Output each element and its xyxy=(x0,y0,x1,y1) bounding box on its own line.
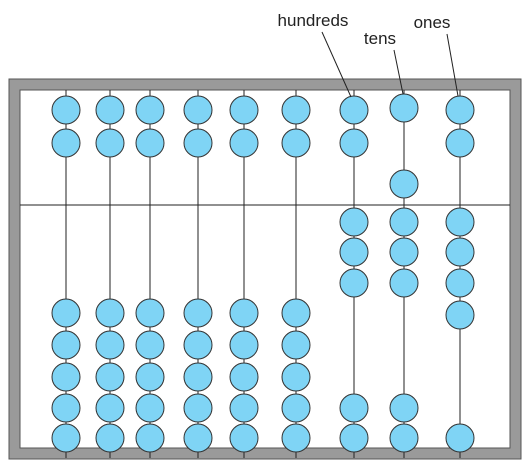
bead xyxy=(135,298,165,328)
bead xyxy=(95,393,125,423)
beads xyxy=(51,93,475,453)
bead xyxy=(339,207,369,237)
bead xyxy=(135,330,165,360)
bead xyxy=(445,128,475,158)
bead xyxy=(229,362,259,392)
bead xyxy=(183,95,213,125)
bead xyxy=(183,298,213,328)
bead xyxy=(135,362,165,392)
bead xyxy=(281,95,311,125)
bead xyxy=(51,393,81,423)
bead xyxy=(183,330,213,360)
bead xyxy=(95,298,125,328)
bead xyxy=(135,95,165,125)
bead xyxy=(281,393,311,423)
bead xyxy=(51,330,81,360)
bead xyxy=(51,95,81,125)
bead xyxy=(229,128,259,158)
bead xyxy=(51,128,81,158)
bead xyxy=(339,128,369,158)
bead xyxy=(281,298,311,328)
bead xyxy=(229,95,259,125)
label-hundreds: hundreds xyxy=(278,11,349,30)
bead xyxy=(339,268,369,298)
bead xyxy=(445,300,475,330)
bead xyxy=(51,298,81,328)
bead xyxy=(389,169,419,199)
bead xyxy=(229,330,259,360)
bead xyxy=(339,393,369,423)
bead xyxy=(95,330,125,360)
frame-inner xyxy=(19,89,511,449)
bead xyxy=(445,268,475,298)
bead xyxy=(339,237,369,267)
bead xyxy=(389,93,419,123)
bead xyxy=(229,393,259,423)
bead xyxy=(339,95,369,125)
bead xyxy=(389,237,419,267)
pointer-hundreds xyxy=(321,31,352,98)
bead xyxy=(51,423,81,453)
bead xyxy=(281,128,311,158)
bead xyxy=(389,393,419,423)
bead xyxy=(445,237,475,267)
bead xyxy=(95,362,125,392)
bead xyxy=(51,362,81,392)
bead xyxy=(389,423,419,453)
bead xyxy=(281,362,311,392)
bead xyxy=(229,423,259,453)
bead xyxy=(445,207,475,237)
pointer-tens xyxy=(393,49,404,95)
bead xyxy=(183,362,213,392)
label-tens: tens xyxy=(364,29,396,48)
bead xyxy=(135,393,165,423)
bead xyxy=(183,128,213,158)
bead xyxy=(95,423,125,453)
bead xyxy=(183,393,213,423)
bead xyxy=(389,207,419,237)
bead xyxy=(135,423,165,453)
bead xyxy=(135,128,165,158)
pointer-ones xyxy=(446,33,459,97)
bead xyxy=(95,128,125,158)
bead xyxy=(445,95,475,125)
label-ones: ones xyxy=(414,13,451,32)
bead xyxy=(95,95,125,125)
bead xyxy=(389,268,419,298)
bead xyxy=(229,298,259,328)
bead xyxy=(183,423,213,453)
bead xyxy=(445,423,475,453)
bead xyxy=(281,330,311,360)
bead xyxy=(281,423,311,453)
bead xyxy=(339,423,369,453)
